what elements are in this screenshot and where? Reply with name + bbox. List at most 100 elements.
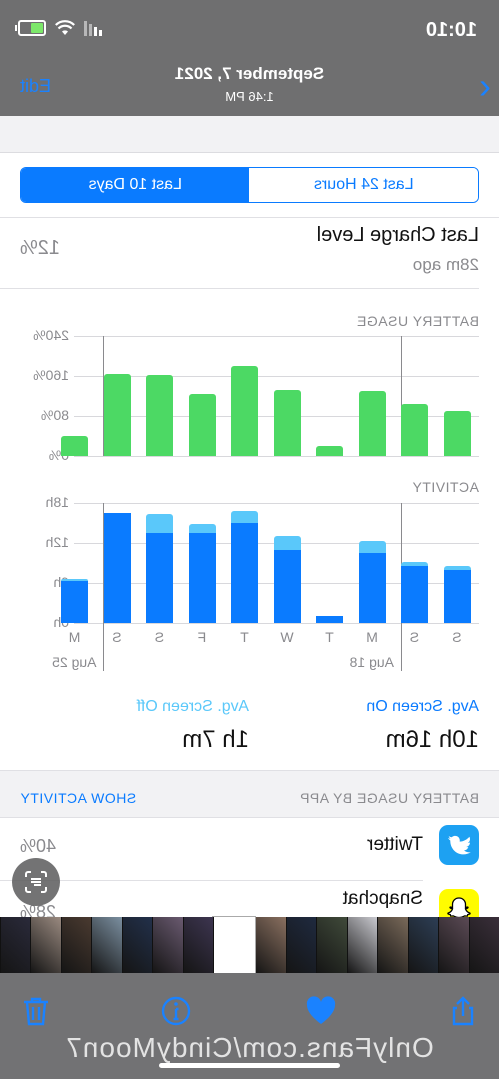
info-icon[interactable]	[158, 993, 194, 1029]
status-time: 10:10	[425, 19, 477, 41]
x-tick-label: T	[240, 629, 249, 645]
x-tick-label: M	[68, 629, 81, 645]
page-subtitle: 1:46 PM	[225, 89, 274, 104]
share-icon[interactable]	[445, 993, 481, 1029]
bar	[401, 566, 429, 623]
bar	[274, 390, 301, 456]
x-date-label: Aug 18	[349, 654, 394, 670]
x-date-label: Aug 25	[52, 654, 97, 670]
photo-thumbnail[interactable]	[468, 917, 499, 973]
gridline	[74, 623, 479, 624]
photo-thumbnail[interactable]	[438, 917, 469, 973]
bottom-toolbar	[0, 973, 499, 1079]
y-tick-label: 18h	[45, 494, 69, 510]
divider	[0, 217, 499, 218]
live-text-icon	[25, 871, 47, 893]
gridline	[74, 376, 479, 377]
page-title: September 7, 2021	[174, 64, 325, 83]
photo-thumbnail[interactable]	[285, 917, 317, 973]
bar	[189, 393, 216, 456]
bar	[146, 533, 174, 623]
bar	[146, 514, 174, 533]
bar	[189, 523, 216, 533]
photo-thumbnail[interactable]	[152, 917, 183, 973]
bar	[104, 373, 131, 456]
x-tick-label: M	[366, 629, 378, 645]
bar	[61, 579, 89, 581]
bar	[231, 523, 259, 623]
tab-last-10-days[interactable]: Last 10 Days	[21, 168, 250, 202]
photo-thumbnail[interactable]	[255, 917, 286, 973]
battery-usage-label: BATTERY USAGE	[356, 313, 479, 329]
watermark-text: OnlyFans.com/CindyMoon7	[65, 1032, 434, 1063]
bar	[359, 541, 386, 553]
heart-icon[interactable]	[303, 993, 339, 1029]
bar	[61, 436, 89, 456]
photo-thumbnail[interactable]	[30, 917, 61, 973]
bar	[274, 536, 301, 550]
photo-thumbnail[interactable]	[407, 917, 439, 973]
last-charge-value: 12%	[20, 237, 61, 259]
x-tick-label: S	[112, 629, 122, 645]
bar	[444, 565, 471, 570]
live-text-button[interactable]	[12, 858, 60, 906]
gridline	[74, 336, 479, 337]
bar	[146, 374, 174, 456]
by-app-header: BATTERY USAGE BY APP SHOW ACTIVITY	[0, 770, 499, 818]
divider	[0, 288, 479, 289]
week-divider	[103, 623, 105, 671]
wifi-icon	[55, 20, 75, 35]
activity-label: ACTIVITY	[411, 479, 479, 495]
y-tick-label: 12h	[45, 534, 69, 550]
photo-thumbnail[interactable]	[60, 917, 92, 973]
twitter-icon	[439, 825, 479, 865]
app-name: Snapchat	[342, 888, 423, 909]
gridline	[74, 456, 479, 457]
cellular-signal-icon	[84, 20, 102, 36]
bar	[316, 446, 344, 456]
bar	[189, 533, 216, 623]
list-item[interactable]: Twitter 40%	[0, 816, 499, 880]
tab-last-24-hours[interactable]: Last 24 Hours	[249, 168, 478, 202]
section-spacer	[0, 116, 499, 153]
bar	[104, 513, 131, 623]
photo-thumbnail-strip	[0, 916, 499, 974]
trash-icon[interactable]	[18, 993, 54, 1029]
photo-thumbnail[interactable]	[91, 917, 122, 973]
show-activity-button[interactable]: SHOW ACTIVITY	[20, 790, 137, 806]
top-bar: 10:10 ‹ September 7, 2021 1:46 PM Edit	[0, 0, 499, 116]
x-tick-label: T	[325, 629, 334, 645]
y-tick-label: 160%	[33, 367, 69, 383]
photo-thumbnail[interactable]	[121, 917, 153, 973]
edit-button[interactable]: Edit	[20, 76, 52, 96]
avg-screen-on-label: Avg. Screen On	[366, 698, 479, 715]
bar	[61, 581, 89, 623]
bar	[231, 511, 259, 523]
photo-thumbnail[interactable]	[182, 917, 214, 973]
bar	[401, 403, 429, 456]
photo-thumbnail[interactable]	[377, 917, 408, 973]
last-charge-time: 28m ago	[412, 255, 479, 274]
y-tick-label: 240%	[33, 327, 69, 343]
bar	[231, 366, 259, 456]
x-tick-label: S	[154, 629, 165, 645]
battery-icon	[18, 20, 46, 36]
avg-screen-off-value: 1h 7m	[182, 726, 249, 753]
time-range-segmented-control: Last 24 Hours Last 10 Days	[20, 167, 479, 203]
week-divider	[401, 623, 402, 671]
app-percent: 40%	[20, 836, 57, 856]
x-tick-label: W	[280, 629, 294, 645]
status-icons	[18, 20, 102, 36]
avg-screen-off-label: Avg. Screen Off	[136, 698, 249, 715]
bar	[316, 616, 344, 623]
last-charge-title: Last Charge Level	[316, 224, 479, 246]
battery-usage-chart: 240% 160% 80% 0%	[0, 327, 479, 463]
bar	[401, 562, 429, 567]
photo-thumbnail[interactable]	[0, 917, 31, 973]
by-app-label: BATTERY USAGE BY APP	[299, 790, 479, 806]
photo-thumbnail[interactable]	[316, 917, 347, 973]
photo-thumbnail[interactable]	[346, 917, 378, 973]
photo-thumbnail[interactable]	[212, 916, 257, 974]
